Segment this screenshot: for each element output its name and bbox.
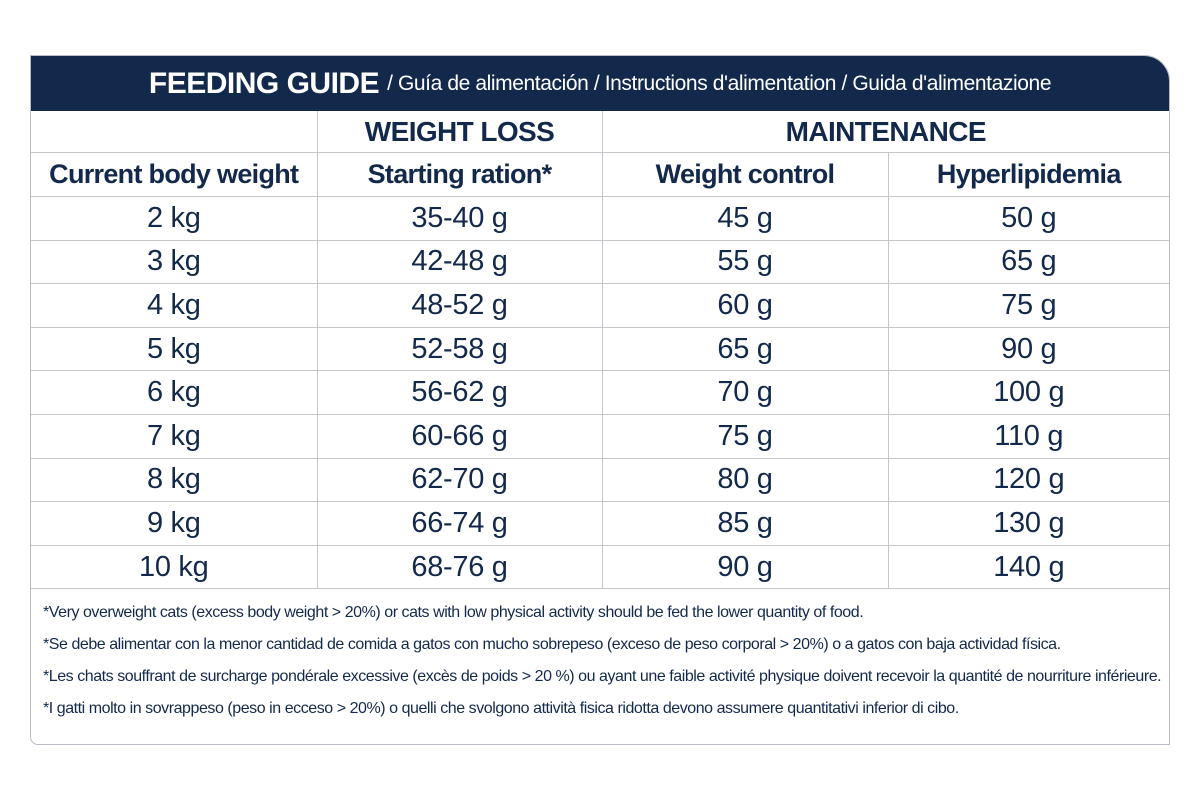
cell: 60 g [601,283,889,328]
cell: 4 kg [31,283,318,328]
cell: 68-76 g [316,544,603,590]
cell: 100 g [887,370,1169,415]
cell: 48-52 g [316,283,603,328]
cell: 90 g [601,544,889,590]
data-row: 3 kg 42-48 g 55 g 65 g [31,239,1169,285]
cell: 90 g [887,326,1169,372]
header-bar: FEEDING GUIDE / Guía de alimentación / I… [31,56,1169,111]
cell: 45 g [601,196,889,241]
footnote: *I gatti molto in sovrappeso (peso in ec… [43,700,959,718]
cell: 35-40 g [316,196,603,241]
cell: 10 kg [31,544,318,590]
cell: 80 g [601,457,889,503]
cell: 2 kg [31,196,318,241]
cell: 55 g [601,239,889,285]
cell: 85 g [601,501,889,546]
cell: 70 g [601,370,889,415]
column-header-row: Current body weight Starting ration* Weigh… [31,152,1169,197]
cell: 60-66 g [316,413,603,459]
cell: 65 g [887,239,1169,285]
cell: 7 kg [31,413,318,459]
group-header: WEIGHT LOSS [316,111,603,153]
cell: 9 kg [31,501,318,546]
cell: 8 kg [31,457,318,503]
feeding-table: WEIGHT LOSS MAINTENANCE Current body wei… [31,111,1169,590]
subtitle: / Guía de alimentación / Instructions d'… [387,71,1052,95]
cell: 3 kg [31,239,318,285]
column-header: Current body weight [31,152,318,197]
cell: 120 g [887,457,1169,503]
group-row: WEIGHT LOSS MAINTENANCE [31,111,1169,153]
cell: 52-58 g [316,326,603,372]
title: FEEDING GUIDE [148,66,380,100]
data-row: 10 kg 68-76 g 90 g 140 g [31,544,1169,590]
data-row: 6 kg 56-62 g 70 g 100 g [31,370,1169,415]
table-body: WEIGHT LOSS MAINTENANCE Current body wei… [31,111,1169,590]
cell: 5 kg [31,326,318,372]
cell: 75 g [601,413,889,459]
cell: 42-48 g [316,239,603,285]
footnotes: *Very overweight cats (excess body weigh… [31,589,1169,725]
cell: 75 g [887,283,1169,328]
column-header: Hyperlipidemia [887,152,1169,197]
cell: 6 kg [31,370,318,415]
cell: 110 g [887,413,1169,459]
cell: 56-62 g [316,370,603,415]
data-row: 5 kg 52-58 g 65 g 90 g [31,326,1169,372]
cell: 62-70 g [316,457,603,503]
cell: 65 g [601,326,889,372]
empty-cell [31,111,318,153]
data-row: 8 kg 62-70 g 80 g 120 g [31,457,1169,503]
footnote: *Les chats souffrant de surcharge pondér… [43,668,1162,686]
data-row: 9 kg 66-74 g 85 g 130 g [31,501,1169,546]
data-row: 7 kg 60-66 g 75 g 110 g [31,413,1169,459]
cell: 130 g [887,501,1169,546]
column-header: Starting ration* [316,152,603,197]
cell: 50 g [887,196,1169,241]
footnote: *Very overweight cats (excess body weigh… [43,604,864,622]
group-header: MAINTENANCE [601,111,1169,153]
cell: 66-74 g [316,501,603,546]
data-row: 2 kg 35-40 g 45 g 50 g [31,196,1169,241]
data-row: 4 kg 48-52 g 60 g 75 g [31,283,1169,328]
column-header: Weight control [601,152,889,197]
cell: 140 g [887,544,1169,590]
feeding-guide-card: FEEDING GUIDE / Guía de alimentación / I… [30,55,1170,745]
footnote: *Se debe alimentar con la menor cantidad… [43,636,1061,654]
